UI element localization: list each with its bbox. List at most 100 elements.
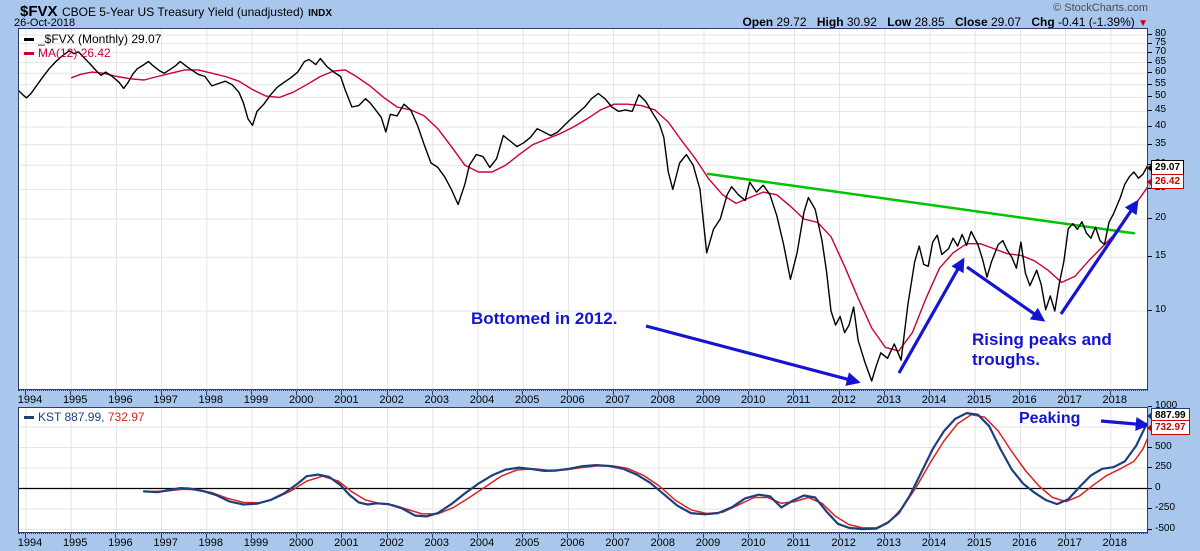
y-axis-tick [1148,34,1152,35]
x-axis-label: 2004 [469,394,495,406]
x-axis-label: 2007 [605,537,630,549]
y-axis-label: 80 [1155,28,1167,39]
year-tick [386,391,388,395]
y-axis-label: 70 [1155,45,1167,57]
y-axis-label: 45 [1155,104,1167,116]
year-tick [612,391,614,395]
x-axis-label: 2002 [379,394,404,406]
x-axis-label: 1994 [17,394,43,406]
x-axis-label: 2016 [1012,394,1037,406]
year-tick [1064,534,1066,538]
y-axis-label: 60 [1155,66,1167,78]
close-value: 29.07 [991,15,1022,29]
y-axis-tick [1148,51,1152,53]
y-axis-label: 1000 [1155,399,1178,411]
year-tick [115,534,117,538]
x-axis-label: 2009 [695,394,721,406]
y-axis-tick [1148,143,1152,145]
high-value: 30.92 [846,15,877,29]
y-axis-tick [1148,528,1152,530]
x-axis-label: 2007 [605,394,630,406]
x-axis-label: 2000 [288,537,314,549]
x-axis-label: 2017 [1057,394,1082,406]
year-tick [657,391,659,395]
y-axis-label: 250 [1155,461,1172,472]
year-tick [341,391,343,395]
x-axis-label: 1996 [108,537,133,549]
y-axis-label: 40 [1155,120,1167,131]
year-tick [1064,391,1066,395]
price-legend: _$FVX (Monthly) 29.07 [24,32,161,46]
y-axis-tick [1148,96,1152,98]
x-axis-label: 1999 [243,394,269,406]
year-tick [160,391,162,395]
x-axis-label: 2013 [876,394,902,406]
copyright-label: © StockCharts.com [1053,2,1148,14]
right-axis: 8075706560555045403530252015101000500250… [1148,0,1200,550]
y-axis-label: 65 [1155,55,1167,67]
x-axis-label: 2011 [786,394,811,406]
year-tick [748,534,750,538]
x-axis-label: 2015 [966,394,992,406]
price-line-swatch [24,38,34,42]
year-tick [25,534,26,538]
x-axis-label: 2010 [740,537,766,549]
y-axis-tick [1148,126,1152,127]
x-axis-label: 1995 [62,537,88,549]
y-axis-tick [1148,72,1152,74]
last-price-box: 29.07 [1146,160,1185,175]
change-value: -0.41 (-1.39%) [1058,15,1135,29]
ohlc-quote-row: Open 29.72 High 30.92 Low 28.85 Close 29… [742,15,1148,29]
year-tick [386,534,388,538]
ma-line-swatch [24,52,34,56]
x-axis-label: 2002 [379,537,404,549]
year-tick [883,391,885,395]
exchange-label: INDX [308,8,333,19]
year-tick [477,534,478,538]
low-value: 28.85 [914,15,945,29]
kst-legend-label: KST 887.99, [38,410,105,424]
annotation-peaking: Peaking [1019,410,1081,427]
price-panel: _$FVX (Monthly) 29.07 MA(12) 26.42 Botto… [18,28,1148,390]
year-tick [115,391,117,395]
y-axis-tick [1148,42,1152,44]
year-tick [657,534,659,538]
year-tick [251,534,252,538]
x-axis-label: 1995 [62,394,88,406]
year-tick [25,391,26,395]
x-axis-label: 2018 [1102,394,1128,406]
annotation-rising-peaks: Rising peaks and troughs. [972,330,1112,370]
year-tick [431,391,433,395]
kst-signal-legend-label: 732.97 [107,410,145,424]
x-axis-label: 2000 [288,394,314,406]
x-axis-label: 2012 [831,537,856,549]
x-axis-label: 1998 [198,394,224,406]
year-tick [974,534,976,538]
ma-legend: MA(12) 26.42 [24,46,111,60]
close-label: Close [954,15,988,29]
year-tick [431,534,433,538]
year-tick [567,534,569,538]
year-tick [205,391,207,395]
x-axis-label: 1997 [153,394,178,406]
year-tick [838,534,840,538]
kst-chart-svg [19,408,1147,532]
y-axis-tick [1148,218,1152,219]
change-down-icon[interactable]: ▼ [1138,18,1148,29]
y-axis-label: 55 [1155,77,1167,89]
y-axis-tick [1148,110,1152,112]
y-axis-tick [1148,310,1152,311]
x-axis-label: 2017 [1057,537,1082,549]
year-tick [1019,534,1021,538]
y-axis-label: 0 [1155,481,1161,493]
x-axis-label: 2003 [424,537,450,549]
y-axis-tick [1148,405,1152,407]
year-tick [341,534,343,538]
ma-value-box: 26.42 [1146,174,1185,189]
year-tick [1019,391,1021,395]
price-chart-svg [19,29,1147,389]
year-tick [838,391,840,395]
year-tick [160,534,162,538]
y-axis-label: 35 [1155,137,1167,149]
